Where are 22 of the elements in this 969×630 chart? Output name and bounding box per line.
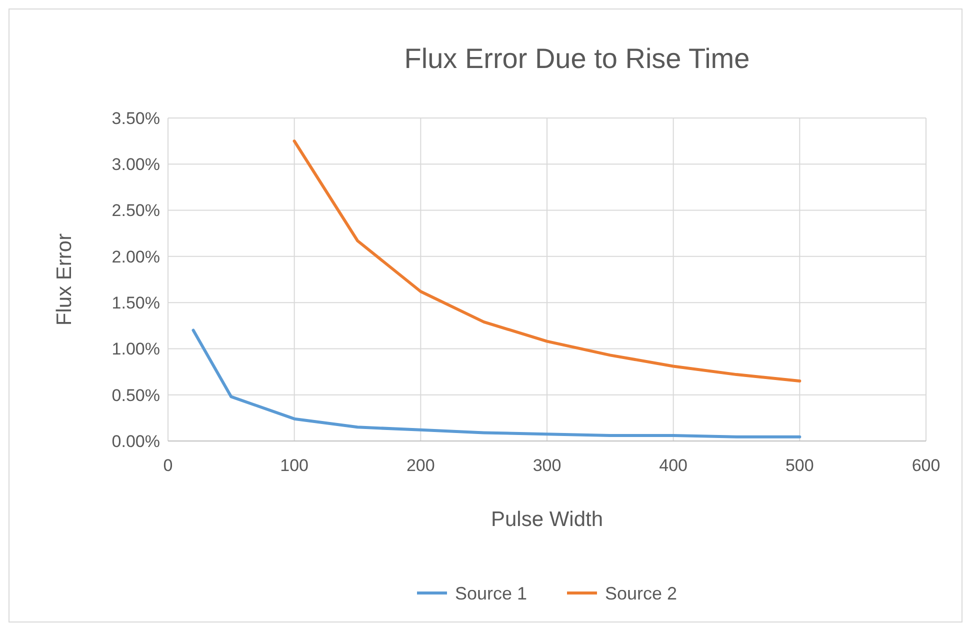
legend-label: Source 2 xyxy=(605,583,678,604)
chart-title: Flux Error Due to Rise Time xyxy=(404,43,750,74)
y-tick-label: 2.50% xyxy=(112,201,160,220)
x-axis-title: Pulse Width xyxy=(490,508,604,531)
y-tick-label: 1.50% xyxy=(112,294,160,313)
x-tick-label: 0 xyxy=(163,456,173,475)
y-tick-label: 3.50% xyxy=(112,108,160,128)
x-tick-label: 200 xyxy=(406,456,435,475)
line-series xyxy=(192,328,802,438)
y-tick-label: 0.00% xyxy=(112,432,160,451)
y-tick-label: 1.00% xyxy=(112,340,160,359)
legend-label: Source 1 xyxy=(455,583,528,604)
y-tick-label: 0.50% xyxy=(112,386,160,405)
x-tick-label: 400 xyxy=(659,456,688,475)
y-tick-label: 3.00% xyxy=(112,155,160,174)
line-series xyxy=(292,140,802,383)
x-tick-label: 600 xyxy=(912,456,940,475)
x-tick-label: 300 xyxy=(532,456,562,475)
x-tick-label: 100 xyxy=(280,456,309,475)
y-tick-label: 2.00% xyxy=(112,247,160,266)
y-axis-title: Flux Error xyxy=(53,233,76,326)
x-tick-label: 500 xyxy=(785,456,814,475)
